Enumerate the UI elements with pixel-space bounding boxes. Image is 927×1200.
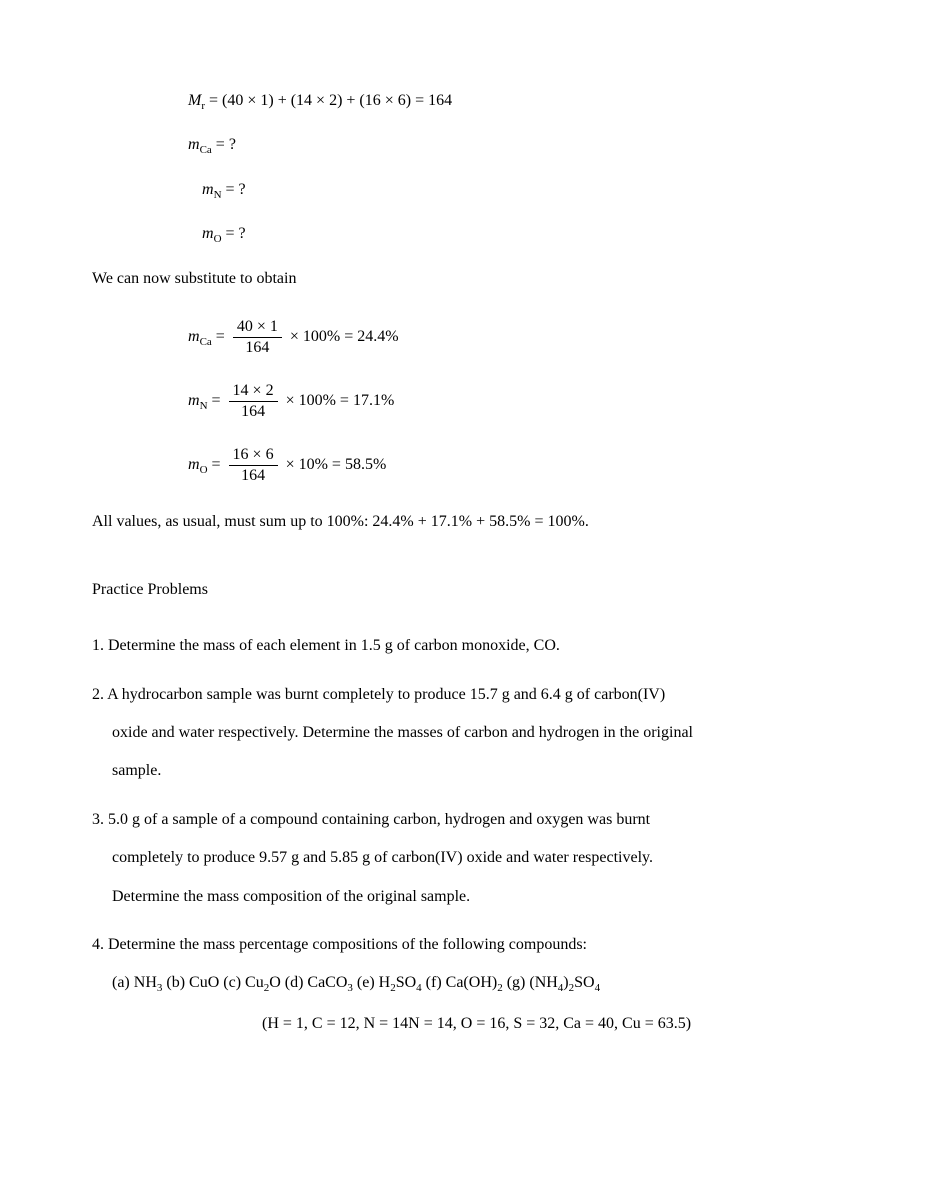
problem-4: 4. Determine the mass percentage composi… bbox=[92, 926, 835, 1003]
problem-3: 3. 5.0 g of a sample of a compound conta… bbox=[92, 801, 835, 916]
unknown-mCa: mCa = ? bbox=[188, 134, 835, 156]
problem-2: 2. A hydrocarbon sample was burnt comple… bbox=[92, 676, 835, 791]
equation-mCa: mCa = 40 × 1 164 × 100% = 24.4% bbox=[188, 318, 835, 356]
practice-problems-heading: Practice Problems bbox=[92, 579, 835, 601]
substitute-text: We can now substitute to obtain bbox=[92, 268, 835, 290]
problem-4-compounds: (a) NH3 (b) CuO (c) Cu2O (d) CaCO3 (e) H… bbox=[92, 974, 600, 991]
unknown-mN: mN = ? bbox=[202, 179, 835, 201]
sum-check-text: All values, as usual, must sum up to 100… bbox=[92, 511, 835, 533]
equation-mO: mO = 16 × 6 164 × 10% = 58.5% bbox=[188, 446, 835, 484]
equation-mr: Mr = (40 × 1) + (14 × 2) + (16 × 6) = 16… bbox=[188, 90, 835, 112]
equation-mN: mN = 14 × 2 164 × 100% = 17.1% bbox=[188, 382, 835, 420]
problem-1: 1. Determine the mass of each element in… bbox=[92, 627, 835, 665]
unknown-mO: mO = ? bbox=[202, 223, 835, 245]
atomic-masses: (H = 1, C = 12, N = 14N = 14, O = 16, S … bbox=[262, 1013, 835, 1035]
